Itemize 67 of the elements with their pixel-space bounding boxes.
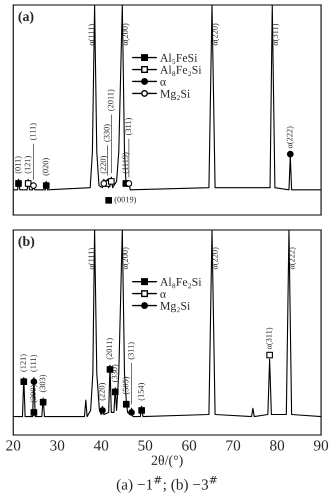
point — [40, 398, 46, 406]
point — [286, 150, 294, 158]
point — [42, 182, 50, 189]
point — [30, 182, 37, 189]
annotation: α(311) — [266, 328, 274, 350]
annotation: (a) — [18, 11, 34, 24]
annotation: α(222) — [286, 126, 294, 148]
x-axis-title: 2θ/(°) — [152, 455, 183, 468]
annotation: (311) — [128, 342, 136, 360]
x-tick-label: 90 — [314, 440, 328, 451]
annotation: (011) — [14, 156, 22, 174]
point — [108, 178, 115, 185]
point — [30, 409, 38, 416]
annotation: α(220) — [212, 24, 220, 46]
annotation: (311) — [125, 118, 133, 136]
point — [100, 180, 108, 187]
legend-label: Al₈Fe₂Si — [160, 278, 202, 288]
annotation: (505) — [122, 376, 130, 394]
x-tick-label: 80 — [270, 440, 284, 451]
legend-label: Mg₂Si — [160, 90, 190, 100]
annotation: (220) — [98, 383, 106, 400]
x-tick-label: 70 — [226, 440, 240, 451]
annotation: (020) — [42, 158, 50, 176]
legend-label: Al₅FeSi — [160, 53, 198, 64]
x-tick-label: 20 — [6, 440, 20, 451]
point — [266, 352, 273, 358]
point — [24, 180, 32, 187]
legend-label: α — [160, 80, 166, 86]
annotation: α(200) — [122, 247, 130, 270]
point — [30, 378, 38, 386]
point — [20, 378, 28, 386]
annotation: α(311) — [272, 24, 280, 46]
legend-label: Al₈Fe₂Si — [160, 65, 202, 76]
x-tick-label: 50 — [138, 440, 152, 451]
point — [122, 400, 130, 408]
annotation: (300) — [30, 385, 38, 402]
annotation: (111) — [30, 123, 38, 140]
x-tick-label: 40 — [94, 440, 108, 451]
annotation: (121) — [24, 156, 32, 174]
annotation: (2011) — [108, 90, 116, 111]
point — [126, 180, 132, 187]
annotation: (111) — [30, 354, 38, 372]
annotation: (330) — [104, 124, 112, 142]
point — [105, 196, 112, 204]
annotation: α(200) — [122, 24, 130, 46]
annotation: α(111) — [88, 248, 96, 270]
annotation: (154) — [138, 383, 146, 400]
x-tick-label: 30 — [50, 440, 64, 451]
annotation: α(220) — [212, 247, 220, 270]
point — [99, 407, 106, 414]
annotation: α(111) — [88, 24, 96, 46]
point — [112, 388, 119, 396]
point — [128, 409, 135, 416]
point — [138, 407, 145, 414]
annotation: (2011) — [106, 338, 114, 360]
annotation: (1119) — [122, 152, 130, 174]
text: (a) −1$^{#}$; (b) −3$^{#}$ — [116, 476, 217, 493]
annotation: α(222) — [288, 247, 296, 270]
annotation: (0019) — [114, 196, 136, 204]
legend-label: α — [160, 292, 166, 298]
point — [15, 180, 22, 187]
annotation: (220) — [100, 156, 108, 174]
legend-label: Mg₂Si — [160, 302, 190, 312]
annotation: (303) — [39, 374, 47, 392]
annotation: (b) — [18, 236, 34, 249]
x-tick-label: 60 — [182, 440, 196, 451]
annotation: (121) — [20, 354, 28, 372]
